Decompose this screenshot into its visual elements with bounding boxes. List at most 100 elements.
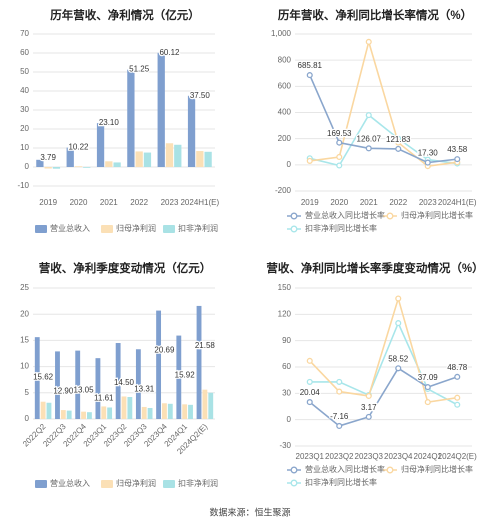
- chart-title: 营收、净利季度变动情况（亿元）: [39, 261, 212, 275]
- x-tick-label: 2021: [100, 198, 118, 207]
- data-label: 58.52: [388, 354, 409, 363]
- point-2: [336, 153, 343, 161]
- chart-panel-4: 营收、净利同比增长率季度变动情况（%） -30 0 30 60 90 120 150 2023Q…: [266, 261, 483, 487]
- legend-marker: [290, 225, 298, 233]
- point-3: [306, 378, 313, 385]
- bar-3: [66, 410, 72, 419]
- data-label: 13.05: [74, 386, 95, 395]
- point-2: [306, 157, 313, 164]
- bar-1: [36, 159, 44, 167]
- point-2: [395, 139, 402, 146]
- data-label: 37.09: [418, 373, 439, 382]
- series-line-2: [309, 38, 458, 167]
- bar-3: [147, 407, 153, 419]
- y-tick-label: 15: [20, 336, 29, 345]
- bar-1: [187, 95, 196, 167]
- x-tick-label: 2024H1(E): [438, 198, 477, 207]
- series-line-1: [309, 74, 458, 164]
- bar-3: [83, 167, 91, 168]
- legend-swatch: [101, 480, 113, 488]
- legend-label: 扣非净利同比增长率: [305, 477, 377, 487]
- bar-3: [204, 151, 212, 167]
- point-1: [336, 422, 343, 430]
- legend-swatch: [163, 225, 175, 233]
- y-tick-label: 150: [278, 283, 292, 292]
- x-tick-label: 2023Q3: [355, 452, 384, 461]
- data-label: 21.58: [195, 341, 216, 350]
- y-tick-label: 90: [282, 336, 291, 345]
- x-tick-label: 2022: [389, 198, 407, 207]
- bar-2: [101, 406, 107, 419]
- y-tick-label: 30: [282, 388, 291, 397]
- data-label: 20.04: [300, 388, 321, 397]
- bar-3: [143, 152, 152, 167]
- legend-marker: [290, 479, 298, 487]
- bar-2: [44, 167, 52, 169]
- y-tick-label: 20: [20, 124, 29, 133]
- point-1: [336, 139, 343, 146]
- point-1: [424, 384, 431, 391]
- data-label: -7.16: [330, 412, 349, 421]
- legend-label: 营业总收入同比增长率: [305, 210, 385, 220]
- legend-label: 扣非净利润: [178, 223, 218, 233]
- bar-2: [81, 411, 86, 419]
- bar-1: [157, 52, 165, 167]
- legend-label: 营业总收入同比增长率: [305, 464, 385, 474]
- bar-2: [162, 403, 167, 419]
- point-1: [365, 413, 372, 420]
- data-label: 20.69: [154, 346, 175, 355]
- bar-1: [96, 123, 105, 167]
- bar-1: [115, 343, 121, 419]
- chart-title: 历年营收、净利情况（亿元）: [50, 8, 200, 22]
- bar-3: [174, 144, 182, 167]
- point-1: [365, 145, 372, 152]
- point-2: [395, 295, 402, 302]
- data-label: 51.25: [129, 65, 150, 74]
- y-tick-label: 120: [278, 309, 292, 318]
- legend-label: 营业总收入: [50, 478, 90, 488]
- bar-2: [135, 151, 143, 167]
- y-tick-label: 60: [20, 48, 29, 57]
- data-label: 37.50: [190, 91, 211, 100]
- bar-3: [167, 403, 173, 419]
- bar-2: [121, 396, 127, 419]
- legend: 营业总收入 归母净利润 扣非净利润: [35, 223, 218, 233]
- x-tick-label: 2024Q1: [414, 452, 443, 461]
- chart-panel-1: 历年营收、净利情况（亿元） -10 0 10 20 30 40 50 60 70 2019 2020 2…: [17, 8, 219, 233]
- bar-1: [196, 305, 202, 419]
- legend-label: 归母净利润: [116, 223, 156, 233]
- bar-3: [46, 402, 52, 419]
- y-tick-label: 800: [278, 55, 292, 64]
- data-label: 15.62: [33, 372, 54, 381]
- data-label: 17.30: [418, 149, 439, 158]
- legend-swatch: [35, 225, 47, 233]
- point-3: [336, 378, 343, 385]
- y-tick-label: 10: [20, 362, 29, 371]
- data-label: 60.12: [159, 48, 180, 57]
- point-2: [424, 399, 431, 406]
- bar-1: [156, 310, 162, 419]
- point-1: [395, 365, 402, 372]
- series-line-2: [309, 295, 458, 404]
- bar-1: [75, 350, 81, 419]
- legend-marker: [290, 466, 298, 474]
- legend-label: 扣非净利润: [178, 478, 218, 488]
- bar-3: [127, 396, 133, 419]
- legend-label: 归母净利同比增长率: [401, 210, 473, 220]
- x-tick-label: 2019: [39, 198, 57, 207]
- x-tick-label: 2024H1(E): [180, 198, 219, 207]
- data-label: 169.53: [327, 129, 352, 138]
- x-tick-label: 2023: [161, 198, 179, 207]
- series-line-1: [309, 367, 458, 427]
- legend-swatch: [101, 225, 113, 233]
- chart-panel-3: 营收、净利季度变动情况（亿元）05101520252022Q22022Q3202…: [20, 261, 218, 488]
- y-tick-label: 0: [287, 160, 292, 169]
- x-tick-label: 2023: [419, 198, 437, 207]
- point-1: [306, 72, 313, 79]
- point-2: [306, 357, 313, 364]
- y-tick-label: 0: [287, 415, 292, 424]
- point-1: [454, 156, 461, 163]
- y-tick-label: 600: [278, 81, 292, 90]
